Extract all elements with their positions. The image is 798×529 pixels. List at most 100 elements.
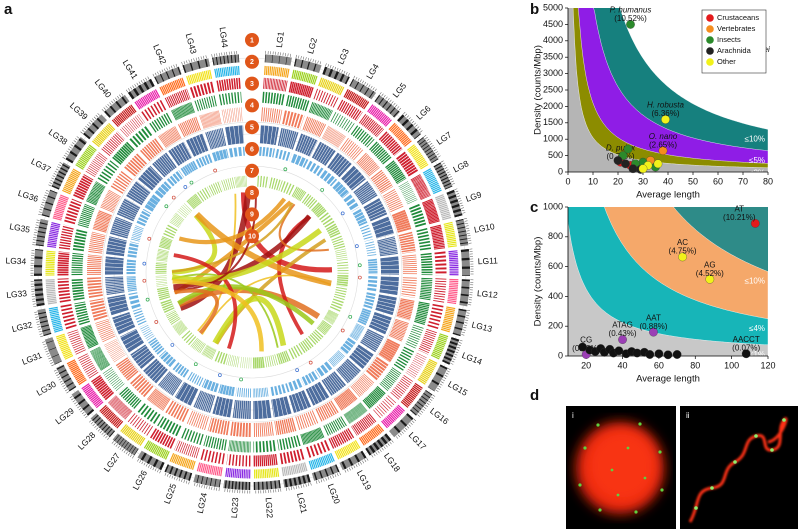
track-segment bbox=[102, 367, 125, 392]
ideogram-ticks bbox=[110, 440, 135, 459]
track-segment bbox=[277, 127, 299, 150]
track-segment bbox=[159, 77, 186, 96]
track-segment bbox=[129, 125, 154, 148]
panel-label: b bbox=[530, 1, 539, 18]
track-badge bbox=[245, 142, 259, 156]
ideogram-ticks bbox=[265, 50, 293, 58]
track-segment bbox=[119, 423, 146, 446]
track-badge bbox=[245, 185, 259, 200]
track-segment bbox=[434, 251, 447, 276]
track-segment bbox=[287, 344, 303, 360]
chromosome-label: LG19 bbox=[355, 469, 374, 492]
ideogram-ticks bbox=[62, 134, 81, 159]
track-segment bbox=[169, 452, 196, 470]
track-segment bbox=[77, 352, 99, 379]
track-number: 2 bbox=[250, 59, 254, 66]
point-label: D. pulex bbox=[606, 143, 636, 152]
point-label: P. humanus bbox=[610, 6, 652, 15]
chromosome-label: LG2 bbox=[305, 36, 319, 54]
track-segment bbox=[319, 170, 338, 187]
track-segment bbox=[199, 448, 225, 465]
track-segment bbox=[138, 165, 163, 191]
track-segment bbox=[402, 254, 418, 275]
track-segment bbox=[228, 440, 251, 453]
track-segment bbox=[107, 294, 129, 316]
link bbox=[212, 295, 287, 347]
ideogram-band bbox=[35, 218, 49, 247]
track-segment bbox=[218, 91, 242, 106]
x-tick-label: 40 bbox=[618, 360, 628, 370]
ideogram-ticks bbox=[402, 111, 424, 134]
track-badge bbox=[245, 33, 259, 47]
ideogram-band bbox=[127, 78, 155, 100]
ideogram-ticks bbox=[125, 75, 151, 93]
track-segment bbox=[156, 248, 170, 262]
micrograph-label: i bbox=[572, 411, 574, 420]
track-segment bbox=[430, 333, 449, 360]
track-number: 8 bbox=[250, 190, 254, 197]
ideogram-ticks bbox=[325, 63, 352, 77]
ideogram-band bbox=[374, 94, 400, 118]
track-segment bbox=[350, 125, 375, 148]
dot bbox=[658, 450, 662, 454]
track-segment bbox=[268, 177, 283, 192]
point bbox=[613, 156, 623, 165]
ideogram-ticks bbox=[101, 92, 125, 112]
track-segment bbox=[106, 236, 127, 257]
track-segment bbox=[334, 440, 361, 460]
ideogram-ticks bbox=[353, 75, 379, 93]
track-segment bbox=[365, 356, 389, 381]
chromosome-label: LG23 bbox=[229, 497, 240, 519]
chromosome-label: LG13 bbox=[471, 319, 494, 334]
dot bbox=[643, 476, 647, 480]
chromosome-label: LG27 bbox=[102, 451, 123, 474]
track-segment bbox=[333, 286, 348, 301]
dot bbox=[694, 506, 698, 510]
track-segment bbox=[388, 122, 412, 148]
track-segment bbox=[280, 181, 296, 196]
point bbox=[618, 335, 627, 344]
track-segment bbox=[86, 254, 102, 275]
track-segment bbox=[144, 194, 161, 212]
point bbox=[628, 164, 638, 174]
track-segment bbox=[341, 165, 366, 191]
dot bbox=[638, 422, 642, 426]
track-segment bbox=[261, 107, 283, 124]
marker bbox=[189, 180, 194, 185]
y-tick-label: 3500 bbox=[543, 52, 563, 62]
track-segment bbox=[316, 319, 332, 336]
ideogram bbox=[374, 94, 400, 118]
link bbox=[171, 202, 294, 274]
threshold-band bbox=[568, 221, 768, 356]
track-segment bbox=[311, 202, 327, 219]
track-segment bbox=[158, 371, 183, 396]
track-segment bbox=[321, 371, 346, 396]
ideogram-ticks bbox=[48, 160, 64, 187]
chromosome-label: LG17 bbox=[407, 430, 429, 452]
track-segment bbox=[301, 193, 318, 210]
track-segment bbox=[259, 125, 279, 146]
track-segment bbox=[328, 428, 355, 449]
track-segment bbox=[116, 198, 141, 222]
track-segment bbox=[263, 65, 290, 78]
micrograph-i: i bbox=[566, 406, 676, 529]
legend-label: Insects bbox=[717, 35, 741, 44]
chromatin-core bbox=[588, 430, 656, 502]
track-segment bbox=[257, 175, 270, 188]
track-segment bbox=[325, 223, 341, 239]
x-tick-label: 0 bbox=[565, 176, 570, 186]
marker bbox=[171, 195, 176, 200]
band-label: ≤10% bbox=[745, 277, 765, 286]
chromosome-label: LG30 bbox=[35, 379, 58, 398]
point-share: (4.75%) bbox=[669, 247, 697, 256]
track-segment bbox=[159, 350, 177, 368]
track-segment bbox=[396, 298, 415, 321]
ideogram-band bbox=[264, 54, 292, 66]
ideogram-ticks bbox=[469, 248, 474, 276]
track-segment bbox=[105, 276, 125, 296]
marker bbox=[283, 167, 288, 172]
track-segment bbox=[440, 306, 456, 333]
track-badge bbox=[245, 120, 259, 135]
x-tick-label: 80 bbox=[690, 360, 700, 370]
